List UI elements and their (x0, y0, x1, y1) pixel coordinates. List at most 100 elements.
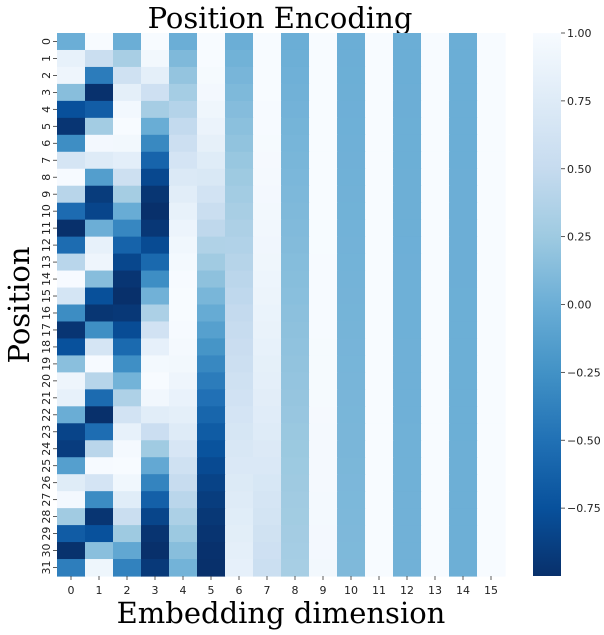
heatmap-cell (141, 389, 170, 407)
heatmap-cell (449, 304, 478, 323)
heatmap-cell (477, 236, 506, 255)
heatmap-cell (309, 423, 338, 441)
heatmap-cell (85, 287, 114, 306)
colorbar-tick-label: 0.50 (567, 163, 592, 176)
heatmap-cell (393, 151, 422, 170)
heatmap-cell (253, 389, 282, 407)
heatmap-cell (113, 525, 142, 543)
y-tick-label: 7 (40, 157, 53, 164)
heatmap-cell (141, 33, 170, 51)
heatmap-cell (225, 355, 254, 373)
heatmap-cell (141, 100, 170, 119)
heatmap-cell (449, 253, 478, 272)
heatmap-cell (113, 338, 142, 357)
heatmap-cell (169, 100, 198, 119)
heatmap-cell (393, 117, 422, 136)
heatmap-cell (449, 151, 478, 170)
heatmap-cell (113, 457, 142, 475)
heatmap-cell (449, 406, 478, 424)
heatmap-cell (337, 287, 366, 306)
heatmap-cell (141, 253, 170, 272)
heatmap-cell (449, 236, 478, 255)
y-tick-label: 20 (40, 374, 53, 388)
heatmap-cell (169, 440, 198, 458)
heatmap-cell (113, 134, 142, 153)
heatmap-cell (141, 338, 170, 357)
heatmap-cell (393, 372, 422, 390)
heatmap-cell (421, 134, 450, 153)
y-tick-label: 21 (40, 391, 53, 405)
heatmap-cell (113, 49, 142, 68)
heatmap-cell (141, 304, 170, 323)
heatmap-cell (309, 168, 338, 187)
heatmap-cell (365, 49, 394, 68)
heatmap-cell (337, 474, 366, 492)
y-tick-label: 22 (40, 408, 53, 422)
heatmap-cell (477, 151, 506, 170)
heatmap-cell (337, 559, 366, 577)
heatmap-cell (113, 542, 142, 560)
x-tick-label: 13 (428, 584, 442, 597)
heatmap-cell (393, 253, 422, 272)
x-tick-label: 8 (292, 584, 299, 597)
heatmap-cell (253, 372, 282, 390)
heatmap-cell (113, 508, 142, 526)
heatmap-cell (477, 168, 506, 187)
heatmap-cell (365, 117, 394, 136)
heatmap-cell (421, 33, 450, 51)
heatmap-cell (253, 406, 282, 424)
heatmap-cell (197, 270, 226, 289)
heatmap-cell (169, 168, 198, 187)
heatmap-cell (57, 491, 86, 509)
heatmap-cell (225, 83, 254, 102)
heatmap-cell (57, 338, 86, 357)
heatmap-cell (85, 185, 114, 204)
heatmap-cell (141, 474, 170, 492)
heatmap-cell (393, 168, 422, 187)
heatmap-cell (197, 559, 226, 577)
heatmap-cell (113, 474, 142, 492)
heatmap-cell (197, 423, 226, 441)
heatmap-cell (393, 457, 422, 475)
y-tick-label: 29 (40, 527, 53, 541)
heatmap-cell (477, 100, 506, 119)
heatmap-cell (197, 202, 226, 221)
heatmap-cell (421, 457, 450, 475)
heatmap-cell (225, 287, 254, 306)
y-tick-label: 17 (40, 323, 53, 337)
heatmap-cell (449, 440, 478, 458)
y-tick-label: 14 (40, 272, 53, 286)
heatmap-cell (85, 49, 114, 68)
heatmap-cell (365, 355, 394, 373)
heatmap-cell (57, 253, 86, 272)
heatmap-cell (393, 525, 422, 543)
heatmap-cell (337, 542, 366, 560)
heatmap-cell (113, 66, 142, 85)
heatmap-cell (225, 236, 254, 255)
heatmap-cell (85, 321, 114, 340)
heatmap-cell (309, 236, 338, 255)
heatmap-cell (281, 287, 310, 306)
heatmap-cell (393, 83, 422, 102)
heatmap-cell (421, 83, 450, 102)
y-tick-label: 24 (40, 442, 53, 456)
heatmap-cell (85, 457, 114, 475)
heatmap-cell (309, 372, 338, 390)
heatmap-cell (169, 83, 198, 102)
y-tick-label: 23 (40, 425, 53, 439)
heatmap-cell (113, 168, 142, 187)
heatmap-cell (337, 338, 366, 357)
chart-title: Position Encoding (148, 1, 413, 35)
heatmap-cell (169, 389, 198, 407)
heatmap-cell (421, 270, 450, 289)
heatmap-cell (477, 355, 506, 373)
heatmap-cell (421, 66, 450, 85)
heatmap-cell (85, 474, 114, 492)
heatmap-cells (57, 33, 506, 577)
heatmap-cell (337, 270, 366, 289)
heatmap-cell (393, 355, 422, 373)
heatmap-cell (477, 253, 506, 272)
heatmap-cell (225, 49, 254, 68)
heatmap-cell (421, 508, 450, 526)
heatmap-cell (85, 83, 114, 102)
